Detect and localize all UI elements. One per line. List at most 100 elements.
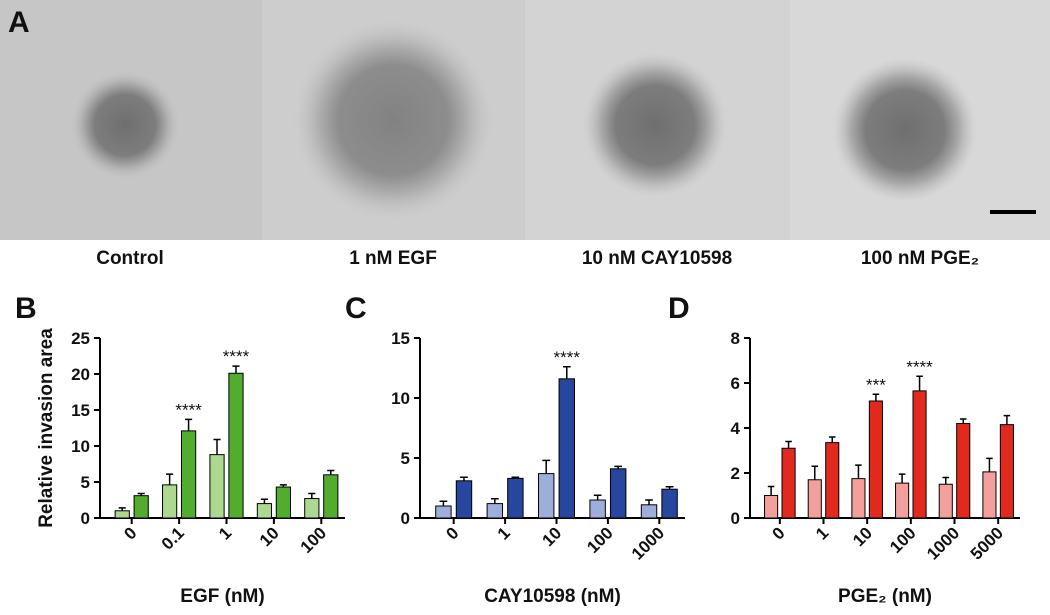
- bar: [435, 505, 452, 519]
- bar: [609, 468, 627, 519]
- error-bar: [855, 464, 862, 479]
- bar: [781, 447, 796, 519]
- image-caption: Control: [96, 248, 164, 269]
- error-bar: [916, 375, 923, 391]
- x-tick-label: 100: [886, 523, 919, 556]
- y-tick-label: 15: [71, 401, 90, 420]
- bar: [304, 498, 320, 519]
- spheroid: [833, 58, 977, 202]
- x-tick-label: 1: [215, 523, 235, 543]
- y-axis-label: Relative invasion area: [36, 328, 57, 528]
- y-tick-label: 15: [391, 329, 410, 348]
- spheroid: [583, 53, 727, 197]
- error-bar: [828, 436, 836, 443]
- bar: [912, 390, 927, 519]
- panel-label: C: [345, 292, 367, 325]
- bar: [275, 486, 291, 519]
- bar: [764, 495, 779, 519]
- y-tick-label: 5: [401, 449, 410, 468]
- error-bar: [811, 465, 819, 480]
- x-tick-label: 1000: [628, 523, 668, 563]
- x-tick-label: 10: [256, 523, 283, 550]
- bar: [256, 503, 273, 519]
- significance: ****: [906, 357, 933, 376]
- y-tick-label: 0: [731, 509, 740, 528]
- x-tick-label: 100: [583, 523, 616, 556]
- bar: [982, 471, 997, 519]
- error-bar: [137, 492, 145, 496]
- error-bar: [898, 473, 906, 484]
- significance: ****: [554, 348, 581, 367]
- error-bar: [213, 438, 221, 455]
- bar: [180, 430, 197, 519]
- spheroid: [70, 70, 180, 180]
- significance: ****: [223, 347, 250, 366]
- y-tick-label: 5: [81, 473, 90, 492]
- x-tick-label: 0: [769, 523, 789, 543]
- error-bar: [490, 498, 499, 504]
- error-bar: [460, 476, 468, 481]
- panel-label: B: [15, 292, 37, 325]
- x-axis-label: PGE₂ (nM): [838, 586, 932, 607]
- bar: [661, 488, 678, 519]
- bar: [558, 378, 575, 519]
- error-bar: [872, 393, 880, 401]
- bar: [133, 495, 149, 519]
- error-bar: [1003, 414, 1011, 425]
- x-axis-label: EGF (nM): [180, 586, 264, 607]
- error-bar: [562, 366, 571, 379]
- x-tick-label: 1: [812, 523, 832, 543]
- bar: [868, 400, 883, 519]
- bar: [895, 482, 910, 519]
- image-caption: 1 nM EGF: [349, 248, 437, 269]
- panel-label: D: [668, 292, 690, 325]
- y-tick-label: 25: [71, 329, 90, 348]
- x-tick-label: 10: [539, 523, 566, 550]
- x-tick-label: 0: [120, 523, 140, 543]
- spheroid: [293, 20, 493, 220]
- bar: [589, 499, 606, 519]
- error-bar: [767, 485, 775, 496]
- error-bar: [279, 484, 287, 488]
- error-bar: [260, 498, 268, 504]
- bar: [486, 503, 504, 519]
- x-axis-label: CAY10598 (nM): [484, 586, 621, 607]
- bar: [956, 423, 971, 519]
- error-bar: [959, 418, 967, 424]
- error-bar: [511, 476, 520, 479]
- x-tick-label: 10: [849, 523, 876, 550]
- error-bar: [645, 499, 653, 505]
- x-tick-label: 5000: [967, 523, 1007, 563]
- bar: [640, 504, 658, 519]
- bar: [323, 474, 339, 519]
- y-tick-label: 10: [391, 389, 410, 408]
- error-bar: [232, 365, 240, 374]
- error-bar: [327, 469, 335, 475]
- error-bar: [593, 494, 602, 500]
- bar: [807, 479, 822, 519]
- x-tick-label: 1: [494, 523, 514, 543]
- bar: [114, 510, 130, 519]
- x-tick-label: 0: [442, 523, 462, 543]
- bar: [209, 454, 225, 519]
- y-tick-label: 4: [731, 419, 741, 438]
- y-tick-label: 0: [81, 509, 90, 528]
- micrographs: [0, 0, 1050, 240]
- bar: [507, 477, 524, 519]
- y-tick-label: 8: [731, 329, 740, 348]
- bar: [162, 484, 178, 519]
- y-tick-label: 6: [731, 374, 740, 393]
- y-tick-label: 10: [71, 437, 90, 456]
- x-tick-label: 0.1: [158, 523, 188, 553]
- y-tick-label: 20: [71, 365, 90, 384]
- error-bar: [542, 459, 551, 474]
- panel-label: A: [8, 6, 30, 39]
- error-bar: [614, 465, 623, 469]
- image-caption: 10 nM CAY10598: [582, 248, 732, 269]
- error-bar: [986, 457, 993, 472]
- bar: [455, 480, 473, 519]
- error-bar: [942, 476, 950, 485]
- significance: ****: [175, 400, 202, 419]
- error-bar: [118, 507, 126, 511]
